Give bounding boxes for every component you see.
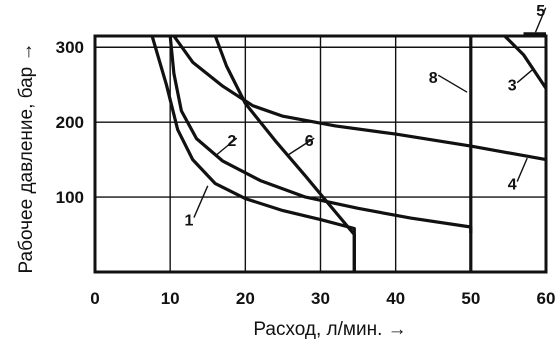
curve-label-3: 3 — [508, 78, 517, 95]
curve-1 — [150, 35, 356, 272]
x-tick-label-50: 50 — [461, 289, 480, 308]
x-tick-label-10: 10 — [161, 289, 180, 308]
curve-label-1: 1 — [185, 213, 194, 230]
leader-line-5 — [534, 7, 547, 33]
x-tick-label-40: 40 — [386, 289, 405, 308]
tick-labels: 0 10 20 30 40 50 60 100 200 300 — [56, 38, 556, 308]
leader-line-1 — [193, 185, 209, 218]
x-tick-label-60: 60 — [537, 289, 556, 308]
curve-labels: 1 2 3 4 5 6 8 — [185, 3, 547, 230]
curve-2 — [168, 35, 473, 233]
x-axis-title: Расход, л/мин. → — [253, 319, 406, 340]
y-tick-label-100: 100 — [56, 188, 84, 207]
y-tick-label-300: 300 — [56, 38, 84, 57]
x-tick-label-20: 20 — [236, 289, 255, 308]
curve-label-5: 5 — [536, 3, 545, 20]
curve-label-8: 8 — [429, 70, 438, 87]
leader-line-8 — [437, 74, 468, 93]
leader-line-3 — [516, 69, 533, 84]
curve-4 — [172, 35, 547, 162]
curve-3 — [503, 34, 548, 90]
leader-line-6 — [286, 137, 315, 157]
plot-frame — [93, 34, 548, 274]
x-tick-label-30: 30 — [311, 289, 330, 308]
curve-label-4: 4 — [508, 177, 517, 194]
y-tick-label-200: 200 — [56, 113, 84, 132]
curves — [150, 32, 548, 272]
x-tick-label-0: 0 — [90, 289, 99, 308]
leader-line-2 — [214, 137, 238, 157]
curve-label-6: 6 — [305, 133, 314, 150]
curve-6 — [213, 35, 356, 272]
curve-label-2: 2 — [227, 133, 236, 150]
leader-line-4 — [516, 157, 528, 182]
y-axis-title: Рабочее давление, бар → — [16, 42, 37, 273]
